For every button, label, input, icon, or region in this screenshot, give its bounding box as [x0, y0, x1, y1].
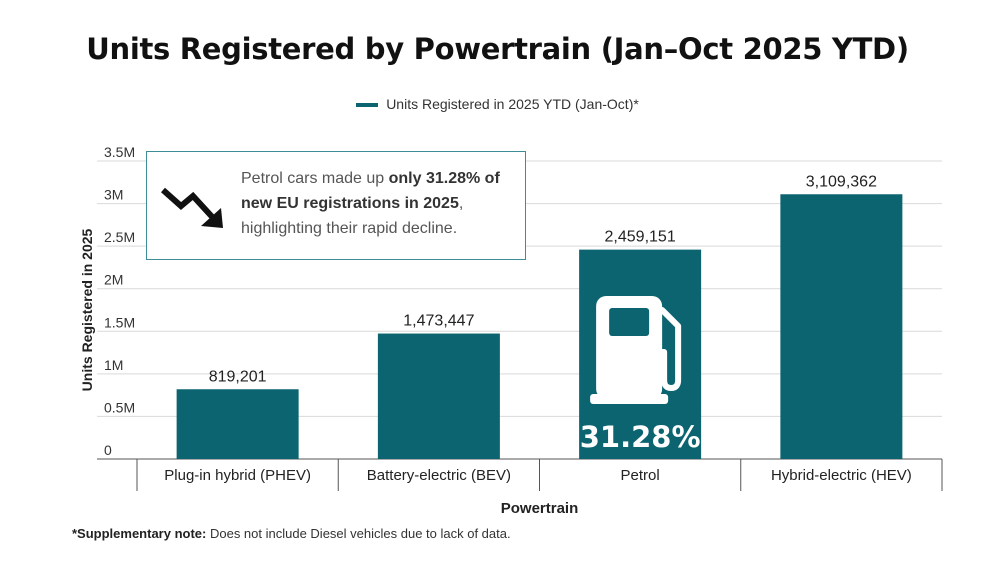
- x-axis-label: Powertrain: [501, 500, 579, 517]
- fuel-pump-icon: [590, 296, 682, 404]
- x-tick-label: Hybrid-electric (HEV): [771, 467, 912, 484]
- highlight-label: 31.28%: [580, 420, 701, 454]
- y-tick-label: 3M: [104, 187, 123, 203]
- legend-label: Units Registered in 2025 YTD (Jan-Oct)*: [386, 96, 639, 112]
- y-tick-label: 1M: [104, 357, 123, 373]
- chart-legend: Units Registered in 2025 YTD (Jan-Oct)*: [0, 96, 995, 112]
- chart-title: Units Registered by Powertrain (Jan–Oct …: [86, 32, 909, 66]
- callout-text: Petrol cars made up only 31.28% of new E…: [241, 170, 500, 237]
- bar: [176, 389, 299, 459]
- data-label: 3,109,362: [806, 173, 877, 190]
- callout-box: Petrol cars made up only 31.28% of new E…: [146, 151, 526, 260]
- y-tick-label: 0.5M: [104, 399, 135, 415]
- legend-swatch: [356, 103, 379, 108]
- x-tick-label: Petrol: [621, 467, 660, 484]
- y-axis-label: Units Registered in 2025: [79, 228, 95, 391]
- data-label: 1,473,447: [403, 313, 474, 330]
- supplementary-note: *Supplementary note: Does not include Di…: [72, 526, 511, 541]
- y-tick-label: 3.5M: [104, 144, 135, 160]
- y-tick-label: 0: [104, 442, 112, 458]
- x-tick-label: Plug-in hybrid (PHEV): [164, 467, 311, 484]
- y-tick-label: 2.5M: [104, 229, 135, 245]
- bar: [780, 194, 903, 459]
- y-tick-label: 2M: [104, 272, 123, 288]
- y-tick-label: 1.5M: [104, 314, 135, 330]
- bar: [377, 333, 500, 459]
- data-label: 819,201: [209, 368, 267, 385]
- down-trend-arrow-icon: [161, 187, 223, 228]
- data-label: 2,459,151: [605, 229, 676, 246]
- x-tick-label: Battery-electric (BEV): [367, 467, 511, 484]
